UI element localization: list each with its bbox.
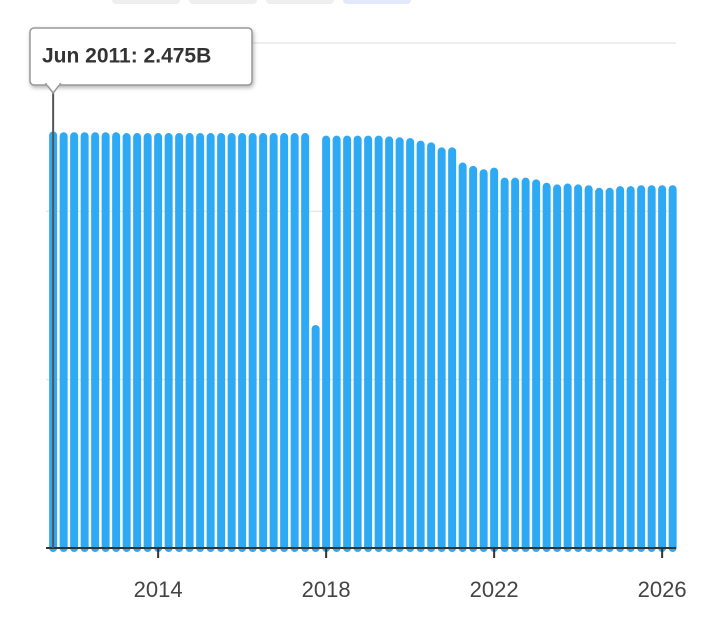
bar <box>143 133 152 552</box>
tooltip-box <box>29 27 253 86</box>
bar <box>364 135 373 553</box>
x-tick-label: 2018 <box>302 577 351 602</box>
x-tick-label: 2022 <box>470 577 519 602</box>
bar <box>500 177 509 552</box>
bar <box>595 187 604 552</box>
tooltip-pointer <box>44 83 62 95</box>
bar <box>248 133 257 552</box>
bar <box>322 135 331 553</box>
bar <box>290 133 299 552</box>
bar <box>175 133 184 552</box>
tab-button[interactable] <box>112 0 180 4</box>
bar <box>532 179 541 552</box>
bar <box>458 162 467 552</box>
bar <box>511 177 520 552</box>
bar <box>668 185 677 552</box>
bar <box>80 132 89 552</box>
bar <box>122 133 131 552</box>
bar <box>164 133 173 552</box>
bar <box>605 187 614 552</box>
bar <box>185 133 194 552</box>
bar <box>259 133 268 552</box>
x-tick-label: 2026 <box>638 577 687 602</box>
bar <box>332 135 341 553</box>
bar <box>227 133 236 552</box>
x-tick-label: 2014 <box>134 577 183 602</box>
tooltip-text: Jun 2011: 2.475B <box>42 45 211 68</box>
bar <box>637 185 646 552</box>
bar <box>154 133 163 552</box>
tooltip-cover <box>47 82 60 85</box>
bar <box>427 142 436 553</box>
tab-button[interactable] <box>189 0 257 4</box>
bar <box>269 133 278 552</box>
bar <box>206 133 215 552</box>
bar <box>542 182 551 552</box>
bar <box>553 184 562 552</box>
bar <box>311 324 320 552</box>
bar <box>584 185 593 552</box>
bar <box>374 135 383 553</box>
bar <box>217 133 226 552</box>
bar <box>301 133 310 552</box>
bar <box>101 132 110 552</box>
bar <box>133 133 142 552</box>
bar <box>395 137 404 552</box>
bar <box>91 132 100 552</box>
bar <box>521 177 530 552</box>
bar <box>238 133 247 552</box>
tab-button[interactable] <box>266 0 334 4</box>
tab-button[interactable] <box>343 0 411 4</box>
bar <box>385 136 394 553</box>
bar <box>563 183 572 552</box>
bar <box>70 132 79 552</box>
bar <box>112 132 121 552</box>
bar <box>479 169 488 552</box>
bar <box>343 135 352 553</box>
bar <box>647 185 656 552</box>
bar <box>437 147 446 552</box>
bar <box>616 186 625 553</box>
bar <box>574 184 583 552</box>
bar <box>280 133 289 552</box>
bar <box>490 167 499 553</box>
bar <box>59 132 68 552</box>
bar <box>406 138 415 552</box>
bar <box>626 186 635 553</box>
bar <box>658 185 667 552</box>
bar <box>196 133 205 552</box>
bar <box>353 135 362 553</box>
bar <box>469 165 478 552</box>
bar <box>448 147 457 552</box>
bar <box>416 140 425 552</box>
